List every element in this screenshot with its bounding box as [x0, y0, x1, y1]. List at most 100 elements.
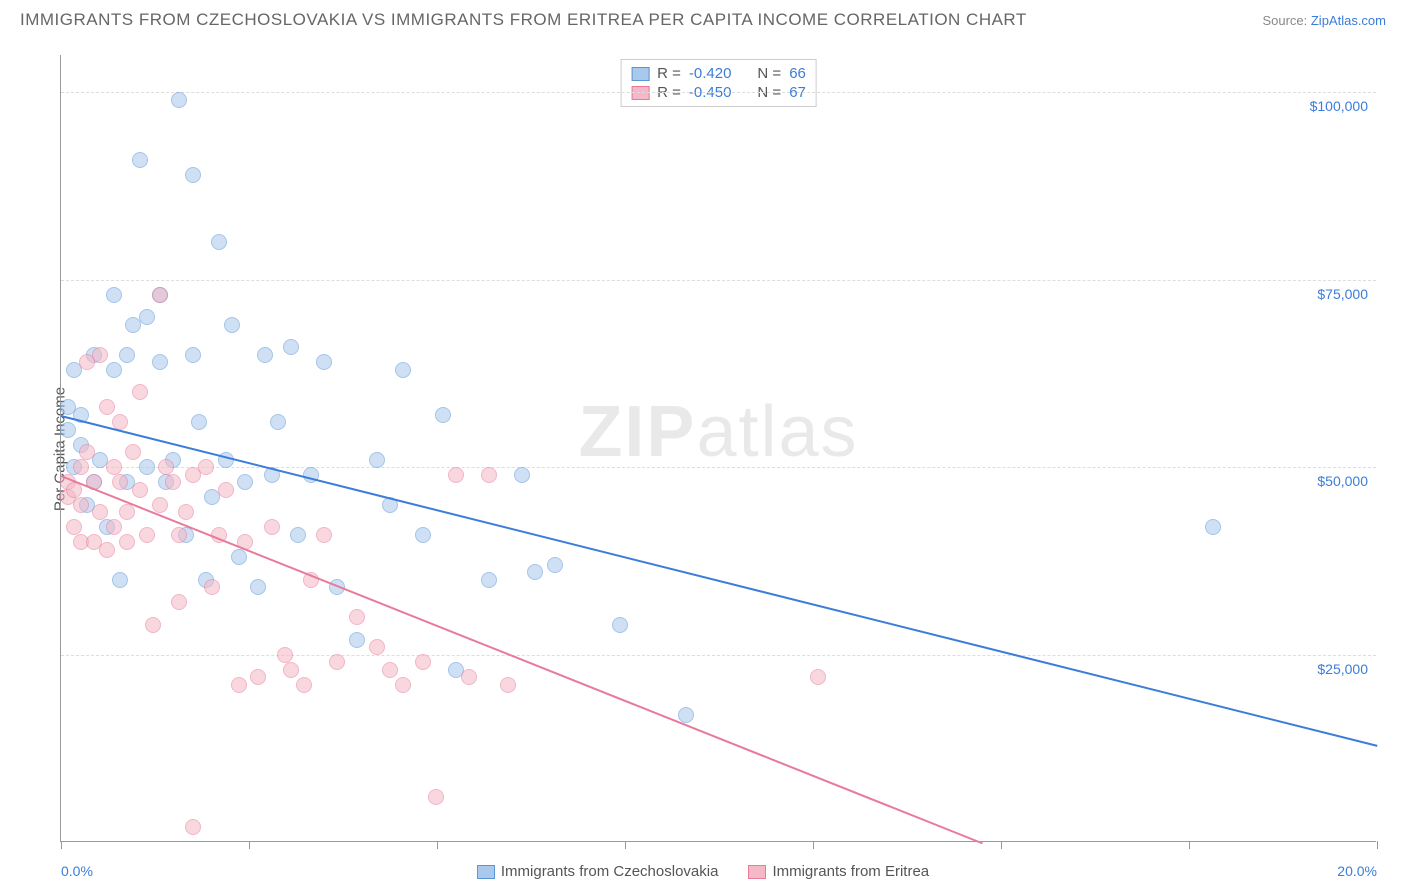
data-point [92, 504, 108, 520]
grid-line [61, 655, 1376, 656]
data-point [152, 497, 168, 513]
bottom-legend: Immigrants from Czechoslovakia Immigrants… [0, 863, 1406, 880]
data-point [612, 617, 628, 633]
x-tick [625, 841, 626, 849]
data-point [191, 414, 207, 430]
data-point [112, 572, 128, 588]
grid-line [61, 467, 1376, 468]
data-point [171, 92, 187, 108]
source-link[interactable]: ZipAtlas.com [1311, 13, 1386, 28]
data-point [283, 662, 299, 678]
data-point [125, 444, 141, 460]
legend-swatch [477, 865, 495, 879]
data-point [106, 459, 122, 475]
x-tick [1189, 841, 1190, 849]
data-point [185, 819, 201, 835]
y-tick-label: $50,000 [1317, 473, 1368, 489]
data-point [106, 362, 122, 378]
y-tick-label: $75,000 [1317, 286, 1368, 302]
data-point [547, 557, 563, 573]
data-point [99, 542, 115, 558]
y-tick-label: $25,000 [1317, 661, 1368, 677]
data-point [369, 452, 385, 468]
data-point [112, 474, 128, 490]
watermark: ZIPatlas [578, 391, 858, 473]
data-point [106, 287, 122, 303]
legend-stats-row: R =-0.420N =66 [631, 64, 806, 83]
legend-item: Immigrants from Eritrea [748, 863, 929, 880]
stat-n-value: 66 [789, 65, 806, 82]
data-point [481, 467, 497, 483]
data-point [119, 504, 135, 520]
stat-r-value: -0.420 [689, 65, 732, 82]
legend-label: Immigrants from Eritrea [772, 863, 929, 880]
data-point [264, 519, 280, 535]
data-point [257, 347, 273, 363]
x-tick [1001, 841, 1002, 849]
data-point [514, 467, 530, 483]
data-point [316, 354, 332, 370]
data-point [415, 654, 431, 670]
data-point [349, 609, 365, 625]
data-point [132, 384, 148, 400]
legend-swatch [631, 67, 649, 81]
data-point [99, 399, 115, 415]
data-point [158, 459, 174, 475]
data-point [139, 459, 155, 475]
data-point [329, 654, 345, 670]
data-point [461, 669, 477, 685]
x-tick [249, 841, 250, 849]
data-point [428, 789, 444, 805]
data-point [296, 677, 312, 693]
x-tick [437, 841, 438, 849]
data-point [132, 482, 148, 498]
data-point [448, 467, 464, 483]
source-prefix: Source: [1262, 13, 1310, 28]
data-point [527, 564, 543, 580]
y-tick-label: $100,000 [1310, 98, 1368, 114]
data-point [270, 414, 286, 430]
data-point [73, 459, 89, 475]
data-point [349, 632, 365, 648]
data-point [204, 579, 220, 595]
data-point [73, 497, 89, 513]
x-tick [61, 841, 62, 849]
data-point [106, 519, 122, 535]
chart-title: IMMIGRANTS FROM CZECHOSLOVAKIA VS IMMIGR… [20, 10, 1027, 30]
data-point [145, 617, 161, 633]
data-point [152, 287, 168, 303]
data-point [152, 354, 168, 370]
data-point [218, 482, 234, 498]
plot-area: ZIPatlas R =-0.420N =66R =-0.450N =67 $2… [60, 55, 1376, 842]
data-point [165, 474, 181, 490]
legend-swatch [748, 865, 766, 879]
grid-line [61, 280, 1376, 281]
data-point [250, 669, 266, 685]
data-point [1205, 519, 1221, 535]
data-point [171, 594, 187, 610]
data-point [224, 317, 240, 333]
grid-line [61, 92, 1376, 93]
title-bar: IMMIGRANTS FROM CZECHOSLOVAKIA VS IMMIGR… [0, 0, 1406, 36]
data-point [66, 519, 82, 535]
data-point [185, 167, 201, 183]
data-point [283, 339, 299, 355]
chart-container: IMMIGRANTS FROM CZECHOSLOVAKIA VS IMMIGR… [0, 0, 1406, 892]
data-point [139, 309, 155, 325]
legend-item: Immigrants from Czechoslovakia [477, 863, 719, 880]
data-point [415, 527, 431, 543]
data-point [119, 534, 135, 550]
data-point [139, 527, 155, 543]
data-point [231, 677, 247, 693]
data-point [369, 639, 385, 655]
x-tick [1377, 841, 1378, 849]
data-point [810, 669, 826, 685]
stat-n-label: N = [757, 65, 781, 82]
data-point [395, 677, 411, 693]
source-attribution: Source: ZipAtlas.com [1262, 13, 1386, 28]
data-point [171, 527, 187, 543]
data-point [178, 504, 194, 520]
data-point [481, 572, 497, 588]
data-point [435, 407, 451, 423]
data-point [231, 549, 247, 565]
